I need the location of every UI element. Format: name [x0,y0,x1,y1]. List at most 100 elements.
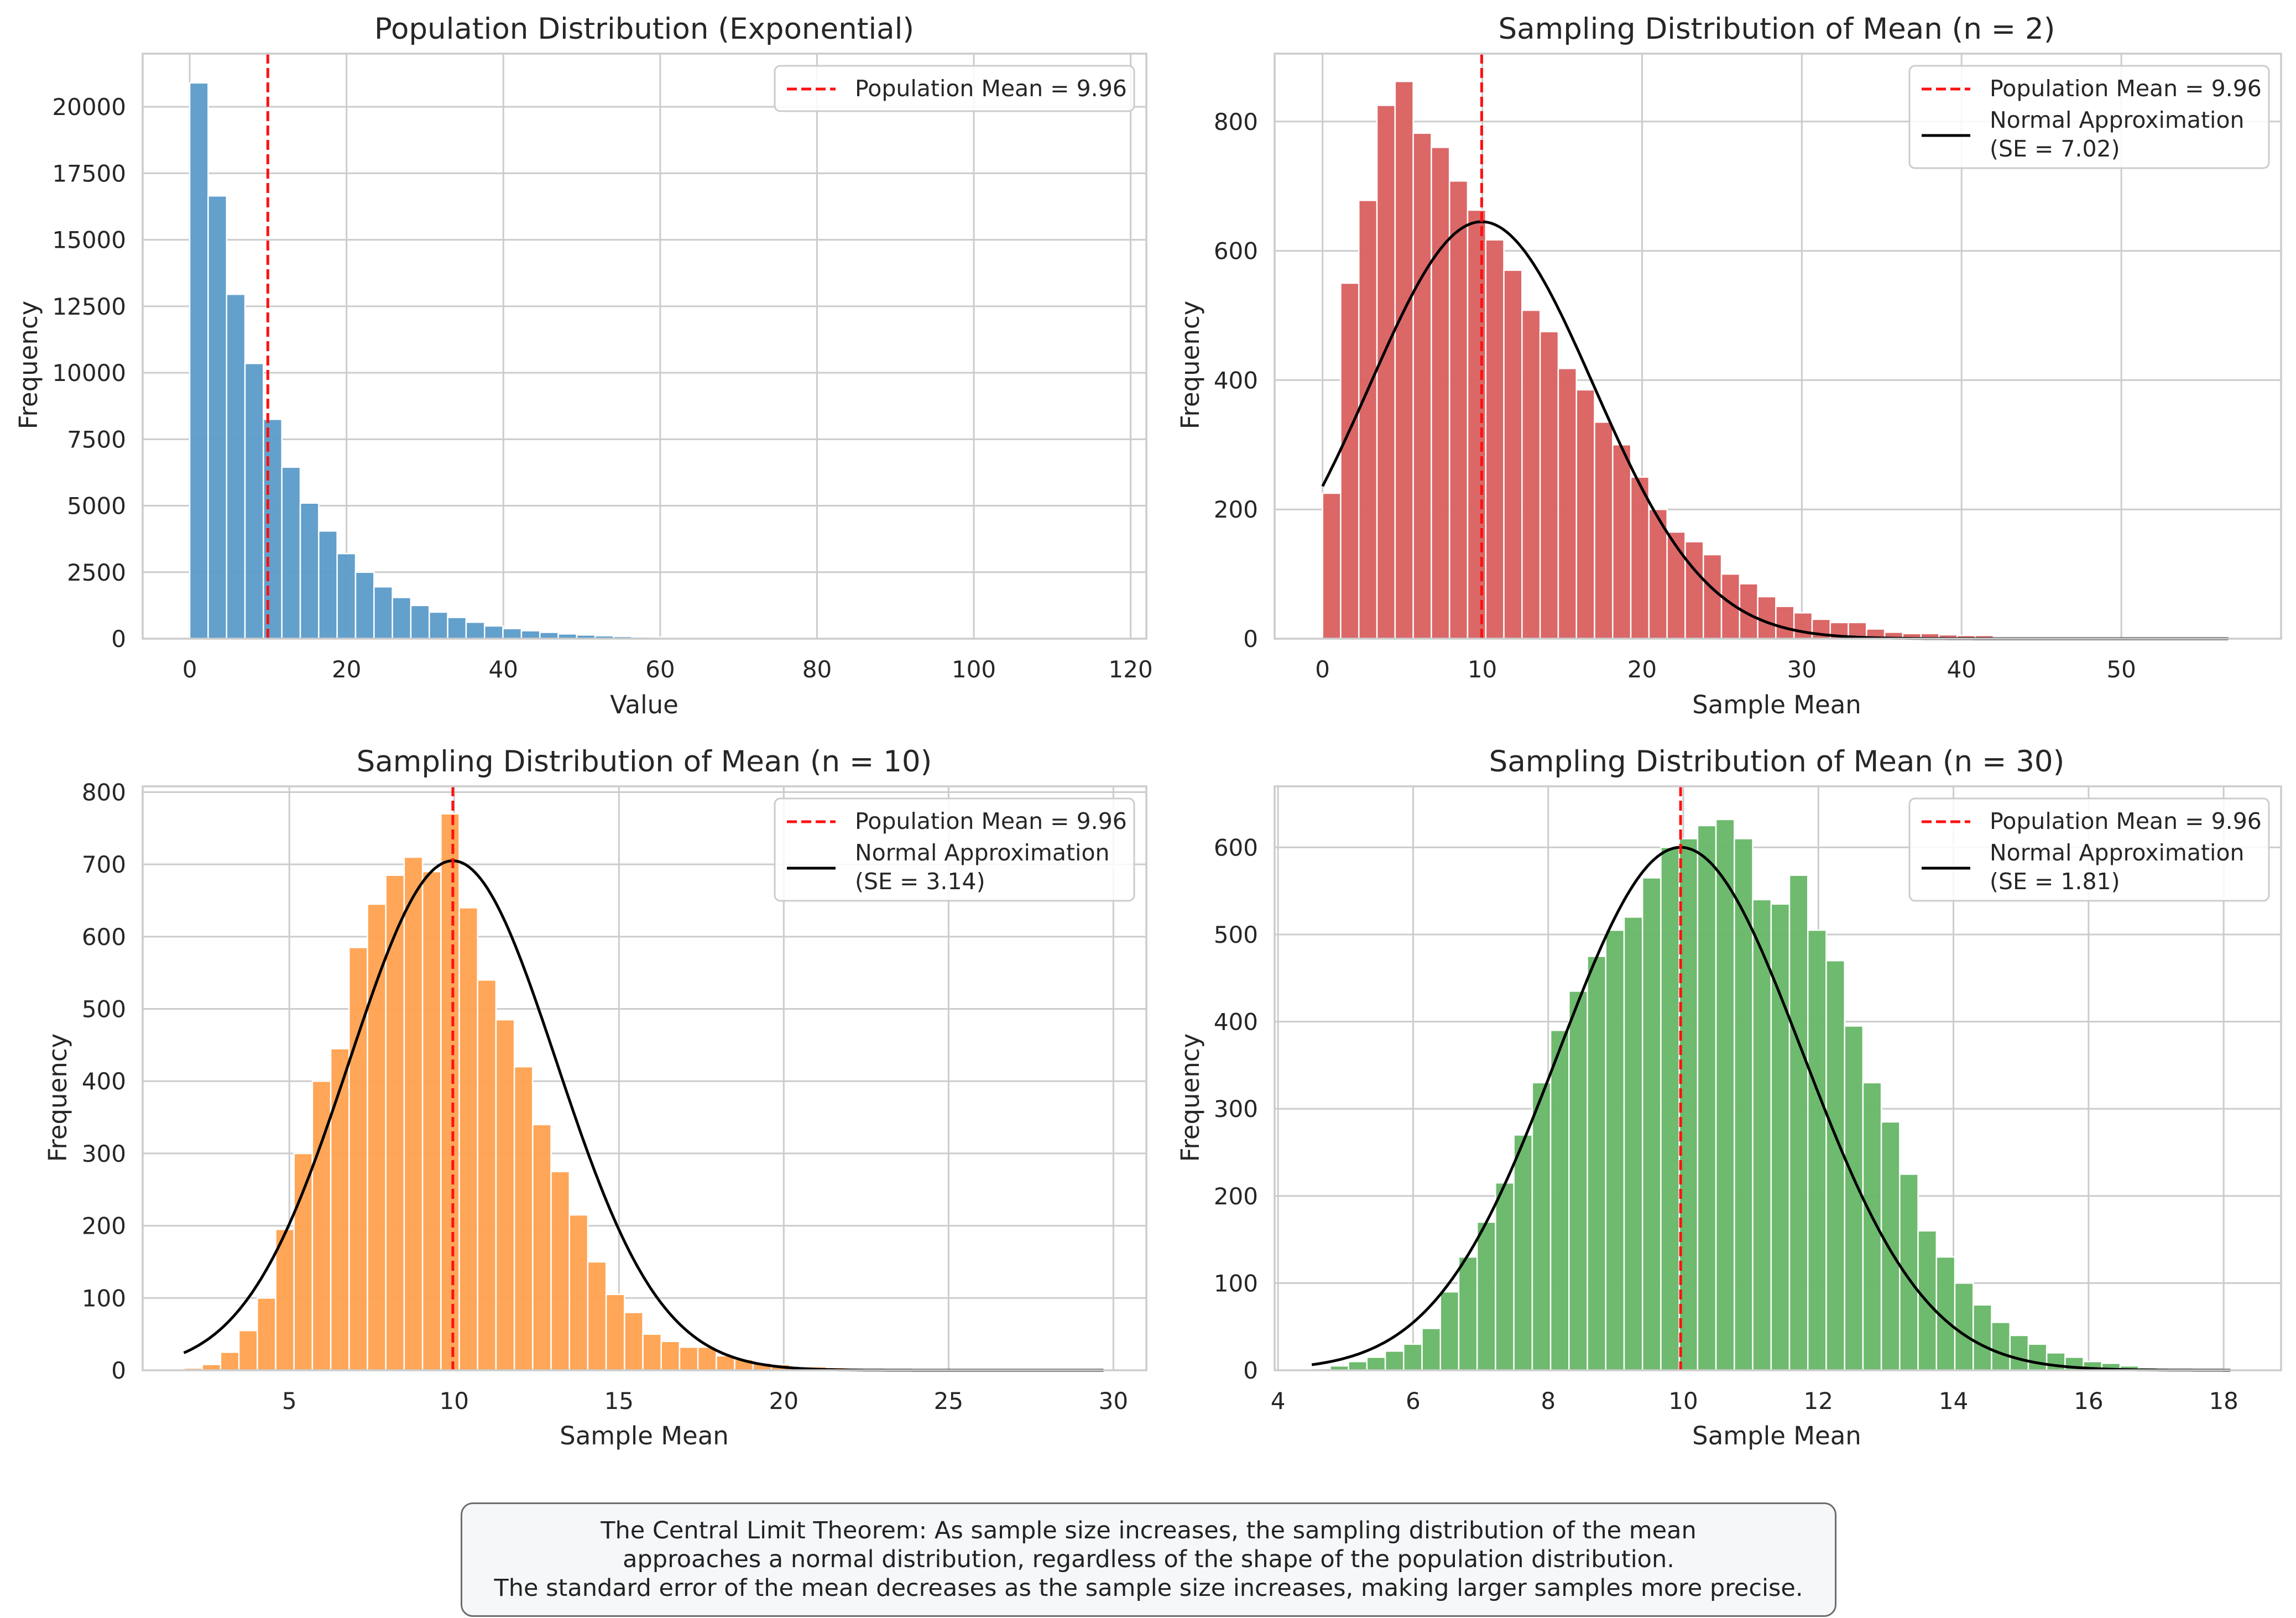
y-tick-label: 300 [1214,1095,1258,1123]
histogram-bar [513,1066,534,1371]
histogram-bar [440,813,460,1371]
y-tick-label: 2500 [67,559,126,586]
legend: Population Mean = 9.96 Normal Approximati… [1908,797,2270,902]
caption-line-2: approaches a normal distribution, regard… [623,1546,1674,1573]
legend-box [1908,797,2270,902]
x-tick-label: 10 [440,1387,469,1415]
histogram-bar [421,870,442,1371]
y-axis-label: Frequency [1176,301,1205,429]
histogram-bar [1793,612,1813,640]
y-tick-label: 400 [1214,1009,1258,1036]
histogram-bar [624,1312,644,1371]
histogram-bar [1431,147,1450,640]
histogram-bar [532,1124,552,1371]
histogram-bar [458,907,478,1371]
histogram-bar [1476,1221,1496,1371]
x-tick-label: 15 [604,1387,634,1415]
y-tick-label: 0 [111,625,126,653]
y-axis-label: Frequency [43,1034,72,1162]
x-tick-label: 50 [2106,656,2136,683]
histogram-bar [697,1346,717,1371]
histogram-bar [1660,847,1680,1371]
histogram-bar [1807,929,1827,1371]
histogram-bar [642,1333,662,1371]
histogram-bar [1844,1025,1864,1371]
chart-sampling-n10: Sampling Distribution of Mean (n = 10) S… [43,745,1147,1450]
y-tick-label: 200 [1214,1183,1258,1210]
histogram-bar [293,1152,314,1371]
histogram-bar [1954,1282,1974,1371]
histogram-bar [1467,209,1487,640]
histogram-bar [1485,239,1505,640]
histogram-bar [477,979,497,1371]
histogram-bar [281,466,301,640]
legend-se-label: (SE = 7.02) [1990,135,2120,162]
x-tick-label: 12 [1804,1387,1833,1415]
legend-mean-label: Population Mean = 9.96 [1990,75,2262,102]
histogram-bar [318,530,338,640]
y-tick-label: 7500 [67,426,126,453]
legend: Population Mean = 9.96 Normal Approximati… [774,797,1135,902]
histogram-bar [1734,838,1754,1371]
histogram-bar [1678,838,1699,1371]
x-axis-label: Value [610,690,679,719]
x-tick-label: 30 [1787,656,1817,683]
x-tick-label: 16 [2074,1387,2103,1415]
clt-caption-box: The Central Limit Theorem: As sample siz… [461,1502,1836,1617]
plot-area [142,785,1147,1372]
histogram-bar [1575,389,1595,640]
axes-frame [1274,53,2282,640]
histogram-bar [1880,1121,1901,1371]
histogram-bar [1770,903,1791,1371]
x-tick-label: 100 [952,656,996,683]
histogram-bar [1366,1356,1386,1371]
histogram-bar [1641,877,1662,1371]
x-axis-label: Sample Mean [1692,1421,1861,1450]
y-tick-label: 0 [1243,625,1258,653]
histogram-bar [1899,1173,1919,1371]
y-tick-label: 600 [1214,238,1258,265]
histogram-bar [1630,476,1650,640]
y-tick-label: 17500 [52,160,126,187]
plot-area [1274,785,2282,1372]
plot-area [1274,53,2282,640]
histogram-bar [679,1346,699,1371]
histogram-bar [220,1351,240,1371]
histogram-bar [1557,368,1577,640]
histogram-bar [465,621,486,640]
legend-normal-label: Normal Approximation [1990,839,2245,866]
legend-mean-label: Population Mean = 9.96 [1990,808,2262,834]
histogram-bar [1503,269,1523,640]
histogram-bar [373,586,393,640]
histogram-bar [263,419,283,640]
normal-approximation-curve [1311,845,2231,1372]
histogram-bar [238,1329,258,1371]
histogram-bar [1612,444,1632,640]
x-tick-label: 120 [1109,656,1153,683]
histogram-bar [1458,1256,1478,1371]
x-tick-label: 18 [2209,1387,2238,1415]
histogram-bar [587,1261,607,1371]
histogram-bar [1340,282,1360,640]
histogram-bar [299,502,320,640]
axes-frame [142,785,1147,1371]
legend-box [774,797,1135,902]
histogram-bar [348,947,368,1371]
x-tick-label: 20 [332,656,361,683]
histogram-bar [1412,132,1432,640]
histogram-bar [410,604,430,640]
y-tick-label: 500 [1214,921,1258,948]
histogram-bar [550,1171,570,1371]
chart-title: Population Distribution (Exponential) [374,12,914,46]
x-axis-label: Sample Mean [1692,690,1861,719]
histogram-bar [1348,1360,1368,1371]
histogram-bar [226,293,246,640]
legend-se-label: (SE = 1.81) [1990,868,2120,895]
caption-line-1: The Central Limit Theorem: As sample siz… [601,1517,1697,1544]
y-tick-label: 800 [1214,108,1258,135]
histogram-bar [1594,421,1614,640]
histogram-bar [275,1228,295,1371]
y-tick-label: 700 [82,851,126,878]
histogram-bar [1697,824,1717,1371]
